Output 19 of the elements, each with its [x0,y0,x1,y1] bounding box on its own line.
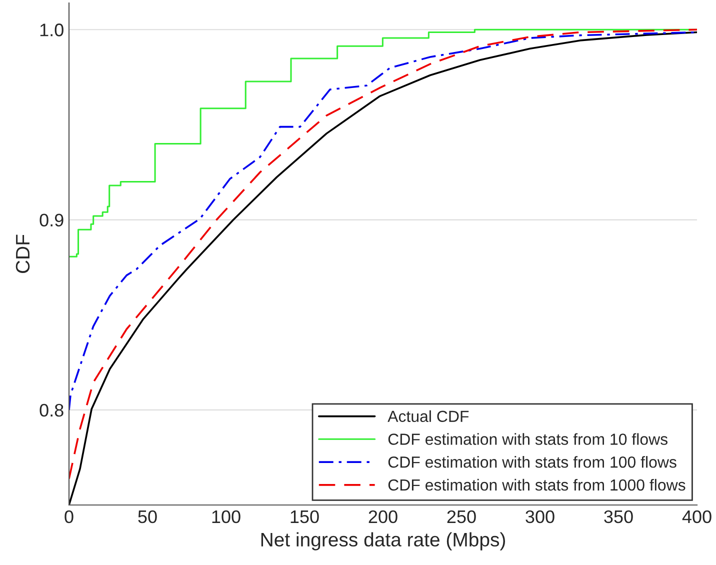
x-axis-title: Net ingress data rate (Mbps) [261,532,505,550]
legend-label: CDF estimation with stats from 100 flows [388,456,676,468]
x-tick-label: 150 [290,510,319,524]
y-tick-label: 1.0 [40,24,64,36]
x-tick-label: 350 [604,510,633,524]
x-tick-label: 200 [368,510,398,524]
x-tick-label: 400 [682,510,712,524]
y-axis-title: CDF [16,234,30,273]
y-tick-label: 0.8 [40,404,64,417]
x-tick-label: 300 [526,510,554,524]
legend-label: CDF estimation with stats from 1000 flows [388,478,686,491]
legend-label: CDF estimation with stats from 10 flows [388,433,668,445]
legend-label: Actual CDF [388,410,469,422]
x-tick-label: 100 [212,510,240,524]
x-tick-label: 250 [447,510,476,524]
x-tick-label: 0 [64,510,74,524]
x-tick-label: 50 [138,510,157,524]
line-series [69,31,697,411]
y-tick-label: 0.9 [40,214,64,226]
